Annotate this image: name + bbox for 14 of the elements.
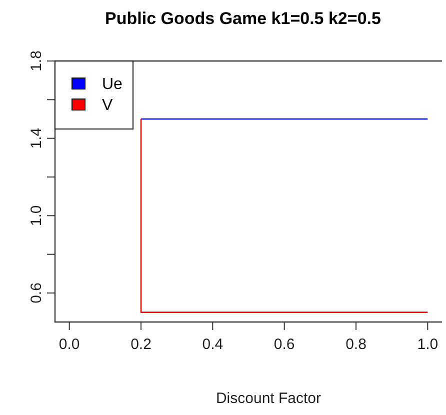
legend-label: V — [102, 97, 113, 114]
x-tick-label: 0.0 — [58, 336, 80, 353]
x-tick-label: 0.8 — [346, 336, 366, 353]
legend-label: Ue — [102, 76, 123, 93]
x-tick-label: 0.4 — [202, 336, 224, 353]
chart-title: Public Goods Game k1=0.5 k2=0.5 — [105, 9, 381, 28]
x-tick-label: 0.2 — [130, 336, 152, 353]
y-tick-label: 1.0 — [28, 205, 45, 226]
x-tick-label: 0.6 — [274, 336, 295, 353]
x-tick-label: 1.0 — [417, 336, 438, 353]
y-tick-label: 1.4 — [28, 128, 45, 149]
x-axis-title: Discount Factor — [216, 390, 322, 407]
y-tick-label: 0.6 — [28, 282, 45, 304]
y-tick-label: 1.8 — [28, 50, 45, 72]
